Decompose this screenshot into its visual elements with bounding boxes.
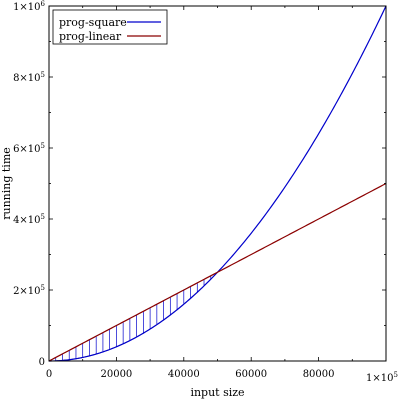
x-tick-label: 80000: [303, 369, 335, 380]
legend-label-prog-square: prog-square: [59, 16, 127, 29]
series-line-prog-linear: [48, 182, 387, 362]
y-tick-label: 0: [39, 357, 45, 368]
y-tick-label: 1×106: [13, 0, 45, 13]
x-tick-label: 60000: [235, 369, 267, 380]
x-tick-label: 0: [46, 369, 52, 380]
x-axis-label: input size: [190, 386, 244, 399]
series-line-prog-square: [48, 5, 387, 362]
legend-label-prog-linear: prog-linear: [59, 30, 122, 43]
y-tick-label: 4×105: [13, 213, 45, 226]
tick-layer: 0 20000 40000 60000 80000 0 2×105 4×105 6×105 8×1…: [13, 0, 387, 380]
y-tick-label: 6×105: [13, 142, 45, 155]
y-tick-label: 8×105: [13, 71, 45, 84]
x-tick-label: 40000: [168, 369, 200, 380]
y-axis-label: running time: [0, 147, 13, 220]
x-tick-label: 20000: [100, 369, 132, 380]
plot-frame: [48, 5, 387, 362]
x-axis-exponent-label: 1×105: [366, 371, 398, 384]
legend-box: [52, 9, 168, 45]
x-axis-exponent-power: 5: [394, 371, 398, 379]
series-layer: [48, 5, 387, 362]
y-tick-label: 2×105: [13, 284, 45, 297]
x-axis-exponent-base: 1×10: [366, 373, 393, 384]
